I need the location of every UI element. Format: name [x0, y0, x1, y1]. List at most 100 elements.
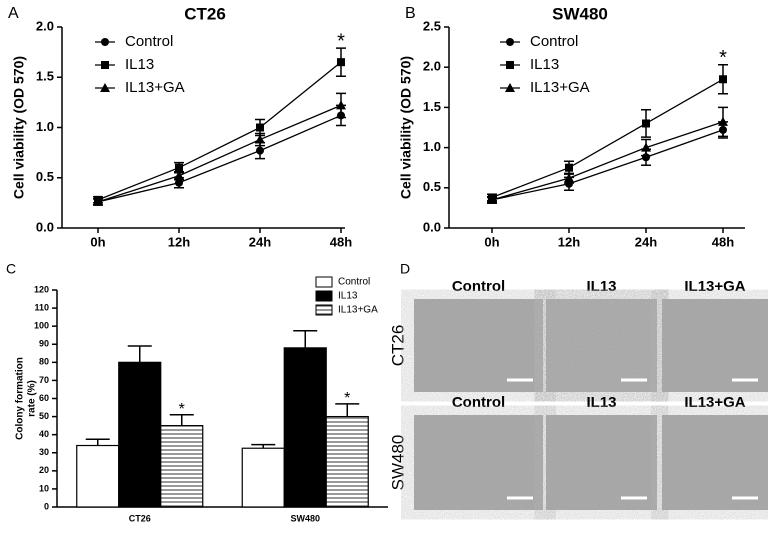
bar [118, 361, 162, 508]
x-tick-label: 24h [249, 234, 271, 249]
error-bar [335, 403, 360, 417]
panel-letter: A [8, 5, 19, 22]
y-tick-label: 70 [39, 375, 49, 385]
point [337, 58, 345, 67]
legend-label: IL13 [125, 56, 154, 73]
y-tick-label: 2.5 [423, 18, 441, 33]
y-tick-label: 2.0 [423, 59, 441, 74]
chart-title: CT26 [184, 4, 226, 23]
y-tick-label: 80 [39, 357, 49, 367]
error-bar [127, 345, 152, 363]
y-tick-label: 120 [34, 284, 49, 294]
micrograph-texture [662, 299, 768, 392]
legend-label: Control [125, 33, 173, 50]
annotation: * [344, 390, 350, 407]
column-label: Control [452, 394, 505, 411]
bar [325, 415, 369, 508]
x-tick-label: 0h [90, 234, 105, 249]
y-axis-label: Cell viability (OD 570) [398, 56, 414, 199]
x-tick-label: 48h [712, 234, 734, 249]
point [256, 146, 264, 155]
legend-marker [506, 38, 514, 46]
point [336, 100, 346, 110]
line [97, 61, 342, 201]
panel-letter: D [400, 261, 410, 277]
line [491, 78, 724, 199]
line [491, 121, 724, 201]
y-tick-label: 1.0 [423, 139, 441, 154]
legend-swatch [315, 290, 333, 302]
point [565, 163, 573, 172]
point [175, 163, 183, 172]
point [719, 75, 727, 84]
bar [76, 444, 120, 508]
legend-label: Control [530, 33, 578, 50]
line [491, 129, 724, 201]
y-tick-label: 50 [39, 411, 49, 421]
y-tick-label: 0 [44, 501, 49, 511]
legend-label: IL13+GA [338, 305, 378, 316]
y-tick-label: 1.0 [36, 119, 54, 134]
y-tick-label: 100 [34, 321, 49, 331]
y-tick-label: 10 [39, 483, 49, 493]
legend-swatch [315, 276, 333, 288]
legend-label: IL13 [530, 56, 559, 73]
y-tick-label: 30 [39, 447, 49, 457]
y-tick-label: 2.0 [36, 18, 54, 33]
y-tick-label: 40 [39, 429, 49, 439]
y-tick-label: 0.0 [423, 219, 441, 234]
y-tick-label: 0.5 [423, 179, 441, 194]
point [174, 170, 184, 180]
y-tick-label: 20 [39, 465, 49, 475]
y-axis-label: Cell viability (OD 570) [11, 56, 27, 199]
micrograph-texture [662, 415, 768, 510]
micrograph-texture [546, 415, 657, 510]
point [175, 178, 183, 187]
legend-marker [101, 38, 109, 46]
x-tick-label: 24h [635, 234, 657, 249]
legend-marker [101, 61, 109, 69]
annotation: * [337, 30, 345, 52]
micrograph-texture [546, 299, 657, 392]
point [487, 194, 497, 204]
y-tick-label: 90 [39, 339, 49, 349]
chart-title: SW480 [552, 4, 608, 23]
row-label: SW480 [388, 435, 407, 491]
legend-label: Control [338, 277, 370, 288]
point [255, 134, 265, 144]
x-tick-label: CT26 [129, 513, 151, 523]
row-label: CT26 [388, 325, 407, 367]
point [718, 116, 728, 126]
y-tick-label: 0.5 [36, 169, 54, 184]
y-tick-label: 1.5 [36, 69, 54, 84]
y-tick-label: 110 [34, 302, 49, 312]
column-label: IL13+GA [684, 394, 745, 411]
legend-marker [100, 83, 110, 92]
column-label: IL13 [586, 278, 616, 295]
line [97, 104, 342, 203]
panel-letter: B [405, 5, 416, 22]
point [641, 142, 651, 152]
y-axis-label: Colony formation [15, 357, 26, 440]
x-tick-label: SW480 [290, 513, 320, 523]
bar [283, 347, 327, 508]
x-tick-label: 48h [330, 234, 352, 249]
annotation: * [179, 401, 185, 418]
bar [241, 447, 285, 508]
legend-marker [505, 83, 515, 92]
x-tick-label: 12h [168, 234, 190, 249]
micrograph-texture [414, 415, 543, 510]
x-tick-label: 0h [484, 234, 499, 249]
column-label: IL13+GA [684, 278, 745, 295]
x-tick-label: 12h [558, 234, 580, 249]
legend-label: IL13 [338, 291, 358, 302]
y-tick-label: 0.0 [36, 219, 54, 234]
point [642, 119, 650, 128]
point [93, 196, 103, 206]
panel-letter: C [6, 261, 16, 277]
legend-swatch [315, 304, 333, 316]
error-bar [169, 414, 194, 426]
line [97, 114, 342, 203]
y-axis-label: rate (%) [27, 380, 38, 417]
